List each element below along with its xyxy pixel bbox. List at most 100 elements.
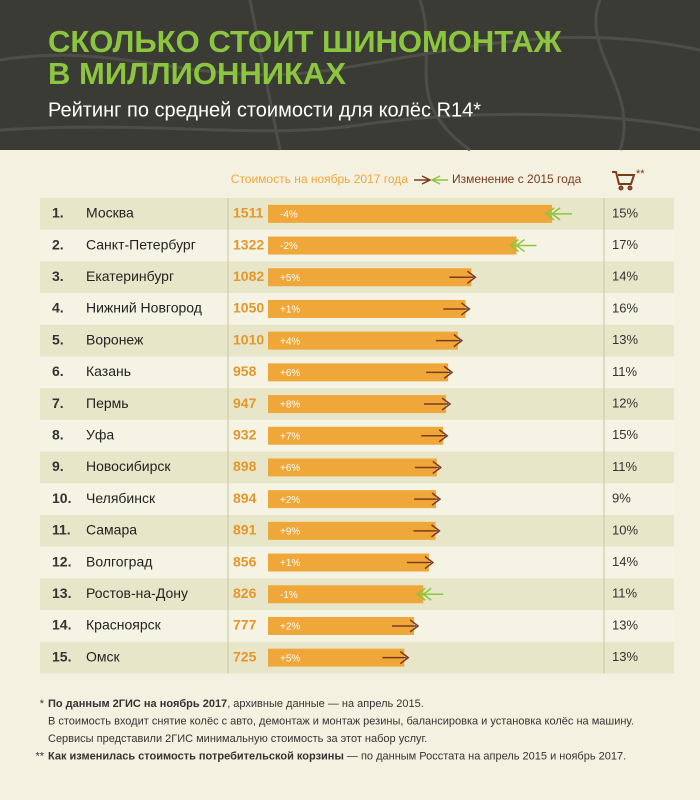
bar [268, 299, 466, 318]
basket-value: 13% [612, 617, 638, 632]
basket-value: 15% [612, 205, 638, 220]
cart-icon [612, 171, 636, 191]
bar [268, 616, 415, 635]
map-pattern [0, 0, 700, 152]
change-arrow [406, 555, 435, 570]
basket-value: 11% [612, 586, 637, 601]
title-line: СКОЛЬКО СТОИТ ШИНОМОНТАЖ [48, 24, 563, 59]
bar [268, 268, 472, 287]
change-arrow [544, 207, 573, 221]
city: Москва [86, 205, 134, 221]
change-label: +2% [280, 495, 300, 506]
rank: 8. [52, 426, 64, 442]
change-label: +2% [280, 622, 300, 633]
bar [268, 458, 437, 477]
change-arrow [416, 587, 444, 601]
change-arrow [449, 270, 477, 284]
change-header: Изменение с 2015 года [452, 172, 582, 186]
city: Казань [86, 363, 131, 379]
rank: 14. [52, 617, 71, 633]
basket-value: 9% [612, 491, 631, 506]
city: Челябинск [86, 490, 156, 506]
basket-value: 11% [612, 364, 637, 379]
change-label: +5% [280, 653, 300, 664]
cost-value: 1322 [233, 236, 264, 252]
cost-value: 947 [233, 395, 257, 411]
bar [268, 363, 449, 382]
bar [268, 490, 437, 509]
city: Уфа [86, 426, 114, 442]
cost-value: 1010 [233, 331, 264, 347]
bar [268, 395, 447, 414]
bar [268, 426, 444, 445]
basket-value: 17% [612, 237, 638, 252]
city: Воронеж [86, 331, 144, 347]
change-arrow [414, 492, 442, 506]
change-label: +4% [280, 336, 300, 347]
rank: 4. [52, 300, 64, 316]
change-label: +6% [280, 368, 300, 379]
note-text: — по данным Росстата на апрель 2015 и но… [344, 750, 626, 762]
change-arrow [421, 429, 449, 443]
city: Санкт-Петербург [86, 236, 196, 252]
bar [268, 648, 405, 667]
note-text: , архивные данные — на апрель 2015. [227, 698, 424, 710]
note-marker: * [40, 698, 45, 710]
change-label: +8% [280, 400, 300, 411]
basket-value: 13% [612, 332, 638, 347]
bar [268, 553, 429, 572]
city: Омск [86, 648, 121, 664]
change-label: +1% [280, 558, 300, 569]
cost-value: 826 [233, 585, 257, 601]
note-bold: Как изменилась стоимость потребительской… [48, 750, 344, 762]
city: Екатеринбург [86, 268, 174, 284]
change-arrow [414, 460, 443, 475]
city: Красноярск [86, 617, 162, 633]
change-label: +5% [280, 273, 300, 284]
cost-value: 1050 [233, 300, 264, 316]
bar [268, 521, 436, 540]
rank: 5. [52, 331, 64, 347]
change-arrow [413, 524, 441, 538]
rank: 3. [52, 268, 64, 284]
note: Сервисы представили 2ГИС минимальную сто… [48, 733, 427, 745]
note: В стоимость входит снятие колёс с авто, … [48, 715, 634, 727]
basket-value: 11% [612, 459, 637, 474]
legend-arrows [414, 175, 448, 185]
cost-value: 891 [233, 522, 257, 538]
change-arrow [424, 397, 452, 411]
basket-header: ** [636, 168, 645, 180]
cost-value: 725 [233, 648, 257, 664]
note-marker: ** [35, 750, 44, 762]
cost-value: 1082 [233, 268, 264, 284]
note-bold: По данным 2ГИС на ноябрь 2017 [48, 698, 227, 710]
rank: 13. [52, 585, 71, 601]
cost-value: 777 [233, 617, 257, 633]
bar [268, 585, 424, 604]
rank: 7. [52, 395, 64, 411]
subtitle: Рейтинг по средней стоимости для колёс R… [48, 99, 481, 121]
cost-value: 898 [233, 458, 257, 474]
basket-value: 10% [612, 522, 638, 537]
change-arrow [435, 334, 464, 348]
change-label: -1% [280, 590, 298, 601]
bar [268, 331, 458, 350]
rank: 1. [52, 205, 64, 221]
change-label: +7% [280, 431, 300, 442]
change-label: +9% [280, 526, 300, 537]
basket-value: 14% [612, 554, 638, 569]
rank: 6. [52, 363, 64, 379]
city: Новосибирск [86, 458, 171, 474]
rank: 12. [52, 553, 71, 569]
rank: 2. [52, 236, 64, 252]
cost-header: Стоимость на ноябрь 2017 года [231, 172, 409, 186]
title-line: В МИЛЛИОННИКАХ [48, 56, 346, 91]
city: Ростов-на-Дону [86, 585, 188, 601]
city: Волгоград [86, 553, 152, 569]
city: Пермь [86, 395, 129, 411]
basket-value: 15% [612, 427, 638, 442]
city: Нижний Новгород [86, 300, 202, 316]
note-text: Сервисы представили 2ГИС минимальную сто… [48, 733, 427, 745]
city: Самара [86, 522, 137, 538]
